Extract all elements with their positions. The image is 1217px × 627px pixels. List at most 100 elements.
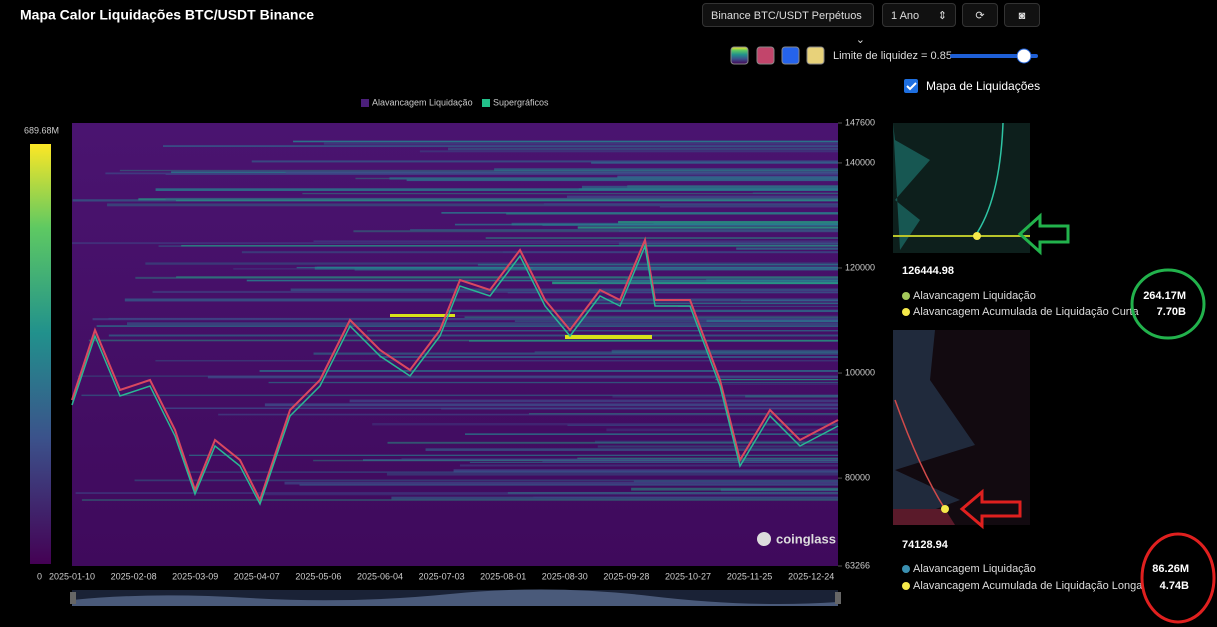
upper-price: 126444.98	[902, 265, 954, 277]
heatmap-band	[155, 188, 839, 191]
row-dot	[902, 292, 910, 300]
upper-cumulative	[974, 122, 1004, 237]
lower-profile-bars	[893, 330, 975, 525]
heatmap-band	[299, 483, 839, 486]
heatmap-band	[107, 203, 838, 207]
camera-button[interactable]: ◙	[1004, 3, 1040, 27]
heatmap-bands	[72, 140, 839, 501]
upper-marker	[973, 232, 981, 240]
annotation-circle	[1140, 532, 1216, 624]
legend-label[interactable]: Supergráficos	[493, 97, 549, 107]
heatmap-band	[459, 464, 838, 467]
x-tick-label: 2025-08-30	[542, 571, 588, 581]
heatmap-band	[577, 226, 838, 229]
range-select[interactable]: 1 Ano ⇕	[882, 3, 956, 27]
heatmap-band	[765, 423, 838, 425]
heatmap-band	[387, 441, 838, 444]
heatmap-band	[81, 394, 838, 397]
heatmap-band	[313, 352, 838, 355]
heatmap-band	[677, 305, 838, 307]
palette-chip[interactable]	[781, 46, 800, 65]
heatmap-band	[441, 407, 838, 410]
palette-chip[interactable]	[756, 46, 775, 65]
heatmap-band	[176, 276, 838, 278]
heatmap-band	[134, 479, 838, 482]
heatmap-band	[323, 142, 838, 145]
row-value: 7.70B	[1157, 306, 1186, 318]
heatmap-band	[653, 282, 838, 284]
heatmap-band	[165, 173, 839, 175]
heatmap-band	[618, 220, 838, 224]
y-tick-label: 80000	[845, 472, 870, 482]
lower-cumulative-fill	[893, 509, 955, 525]
heatmap-band	[353, 230, 838, 233]
heatmap-band	[410, 229, 838, 231]
heatmap-band	[532, 267, 838, 270]
heatmap-band	[511, 222, 838, 226]
heatmap-band	[659, 205, 838, 208]
y-tick-label: 63266	[845, 560, 870, 570]
checkbox[interactable]	[904, 79, 918, 93]
heatmap-band	[75, 492, 838, 494]
upper-profile-bars	[893, 123, 930, 250]
heatmap-band	[752, 192, 838, 194]
legend-label[interactable]: Alavancagem Liquidação	[372, 97, 473, 107]
slider-thumb[interactable]	[1016, 48, 1032, 64]
x-tick-label: 2025-08-01	[480, 571, 526, 581]
colorbar-min: 0	[37, 571, 42, 581]
heatmap-band	[618, 230, 838, 232]
heatmap-band	[567, 424, 838, 427]
navigator-area	[72, 589, 838, 606]
heatmap-band	[625, 278, 838, 280]
x-tick-label: 2025-03-09	[172, 571, 218, 581]
page-title: Mapa Calor Liquidações BTC/USDT Binance	[20, 7, 314, 23]
exchange-select[interactable]: Binance BTC/USDT Perpétuos ⌄	[702, 3, 874, 46]
heatmap-band	[349, 399, 838, 403]
heatmap-band	[313, 459, 838, 462]
navigator-handle[interactable]	[70, 592, 76, 604]
row-label: Alavancagem Liquidação	[913, 563, 1036, 575]
navigator-handle[interactable]	[835, 592, 841, 604]
palette-chip[interactable]	[730, 46, 749, 65]
heatmap-band	[447, 147, 838, 151]
palette-chip[interactable]	[806, 46, 825, 65]
heatmap-band	[251, 160, 838, 163]
price-candles	[71, 236, 839, 503]
heatmap-band	[606, 428, 838, 432]
exchange-select-text: Binance BTC/USDT Perpétuos	[711, 10, 862, 22]
row-label: Alavancagem Acumulada de Liquidação Long…	[913, 580, 1143, 592]
x-tick-label: 2025-09-28	[603, 571, 649, 581]
heatmap-band	[595, 440, 838, 444]
heatmap-band	[502, 251, 838, 253]
heatmap-band	[354, 268, 838, 271]
heatmap-band	[181, 245, 839, 247]
heatmap-band	[135, 276, 838, 279]
heatmap-band	[745, 395, 838, 398]
colorbar-max: 689.68M	[24, 125, 59, 135]
x-tick-label: 2025-05-06	[295, 571, 341, 581]
heatmap-band	[469, 461, 838, 464]
row-label: Alavancagem Liquidação	[913, 290, 1036, 302]
heatmap-band	[313, 240, 839, 242]
heatmap-band	[264, 403, 838, 407]
heatmap-band	[597, 445, 838, 448]
y-tick-label: 147600	[845, 117, 875, 127]
heatmap-band	[425, 448, 838, 451]
heatmap-band	[165, 197, 838, 201]
annotation-circle	[1130, 268, 1206, 340]
lower-cumulative	[894, 399, 946, 510]
caret: ⌄	[855, 34, 865, 46]
slider-track[interactable]	[950, 54, 1038, 58]
heatmap-band	[290, 288, 838, 292]
row-value: 86.26M	[1152, 563, 1189, 575]
heatmap-band	[507, 291, 838, 294]
range-select-text: 1 Ano	[891, 10, 920, 22]
watermark: coinglass	[776, 531, 836, 546]
heatmap-band	[715, 379, 838, 381]
refresh-button[interactable]: ⟳	[962, 3, 998, 27]
x-tick-label: 2025-12-24	[788, 571, 834, 581]
spinner: ⇕	[937, 10, 947, 22]
heatmap-band	[119, 169, 838, 172]
upper-profile	[893, 123, 1030, 253]
